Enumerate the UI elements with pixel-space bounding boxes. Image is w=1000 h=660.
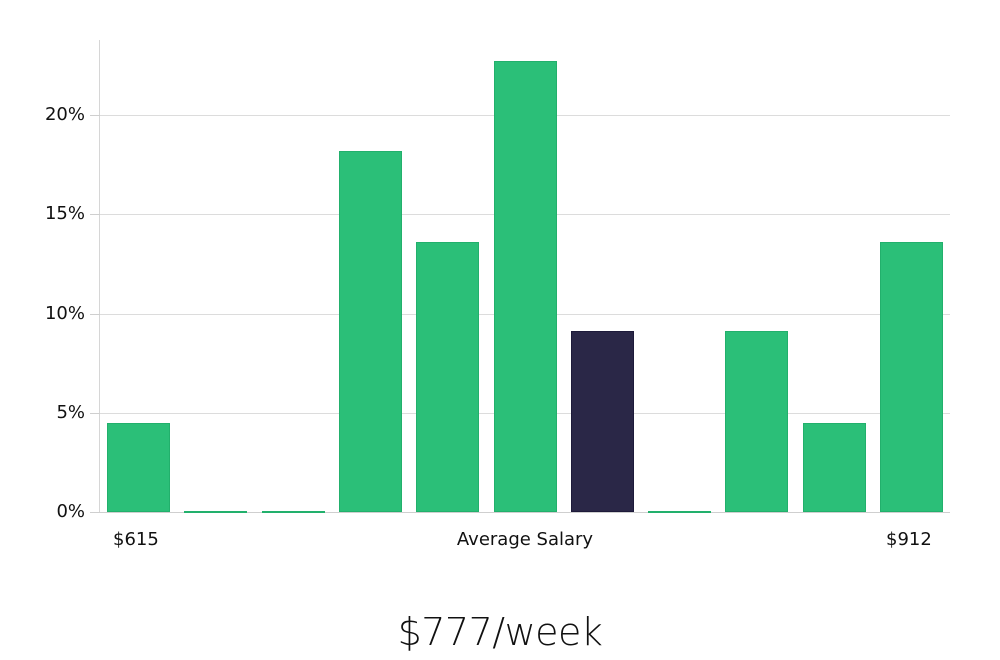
histogram-bar[interactable] — [339, 151, 402, 512]
y-tick-mark — [90, 512, 100, 513]
y-tick-mark — [90, 115, 100, 116]
y-tick-label: 10% — [44, 303, 85, 324]
histogram-bar-highlighted[interactable] — [571, 331, 634, 512]
histogram-bar[interactable] — [880, 242, 943, 512]
histogram-bar[interactable] — [803, 423, 866, 512]
x-axis-line — [100, 512, 950, 513]
x-axis-title: Average Salary — [456, 529, 594, 550]
histogram-bar[interactable] — [184, 511, 247, 513]
histogram-bar[interactable] — [494, 61, 557, 512]
average-salary-value: $777/week — [397, 610, 603, 654]
histogram-bar[interactable] — [262, 511, 325, 513]
y-tick-label: 15% — [44, 203, 85, 224]
histogram-bar[interactable] — [648, 511, 711, 513]
y-tick-label: 0% — [56, 501, 85, 522]
histogram-bar[interactable] — [107, 423, 170, 512]
y-tick-mark — [90, 314, 100, 315]
y-tick-label: 20% — [44, 104, 85, 125]
x-axis-min-label: $615 — [113, 529, 159, 550]
x-axis-max-label: $912 — [886, 529, 932, 550]
y-tick-label: 5% — [56, 402, 85, 423]
y-axis-line — [99, 40, 100, 512]
y-tick-mark — [90, 214, 100, 215]
histogram-bar[interactable] — [416, 242, 479, 512]
y-tick-mark — [90, 413, 100, 414]
histogram-bar[interactable] — [725, 331, 788, 512]
